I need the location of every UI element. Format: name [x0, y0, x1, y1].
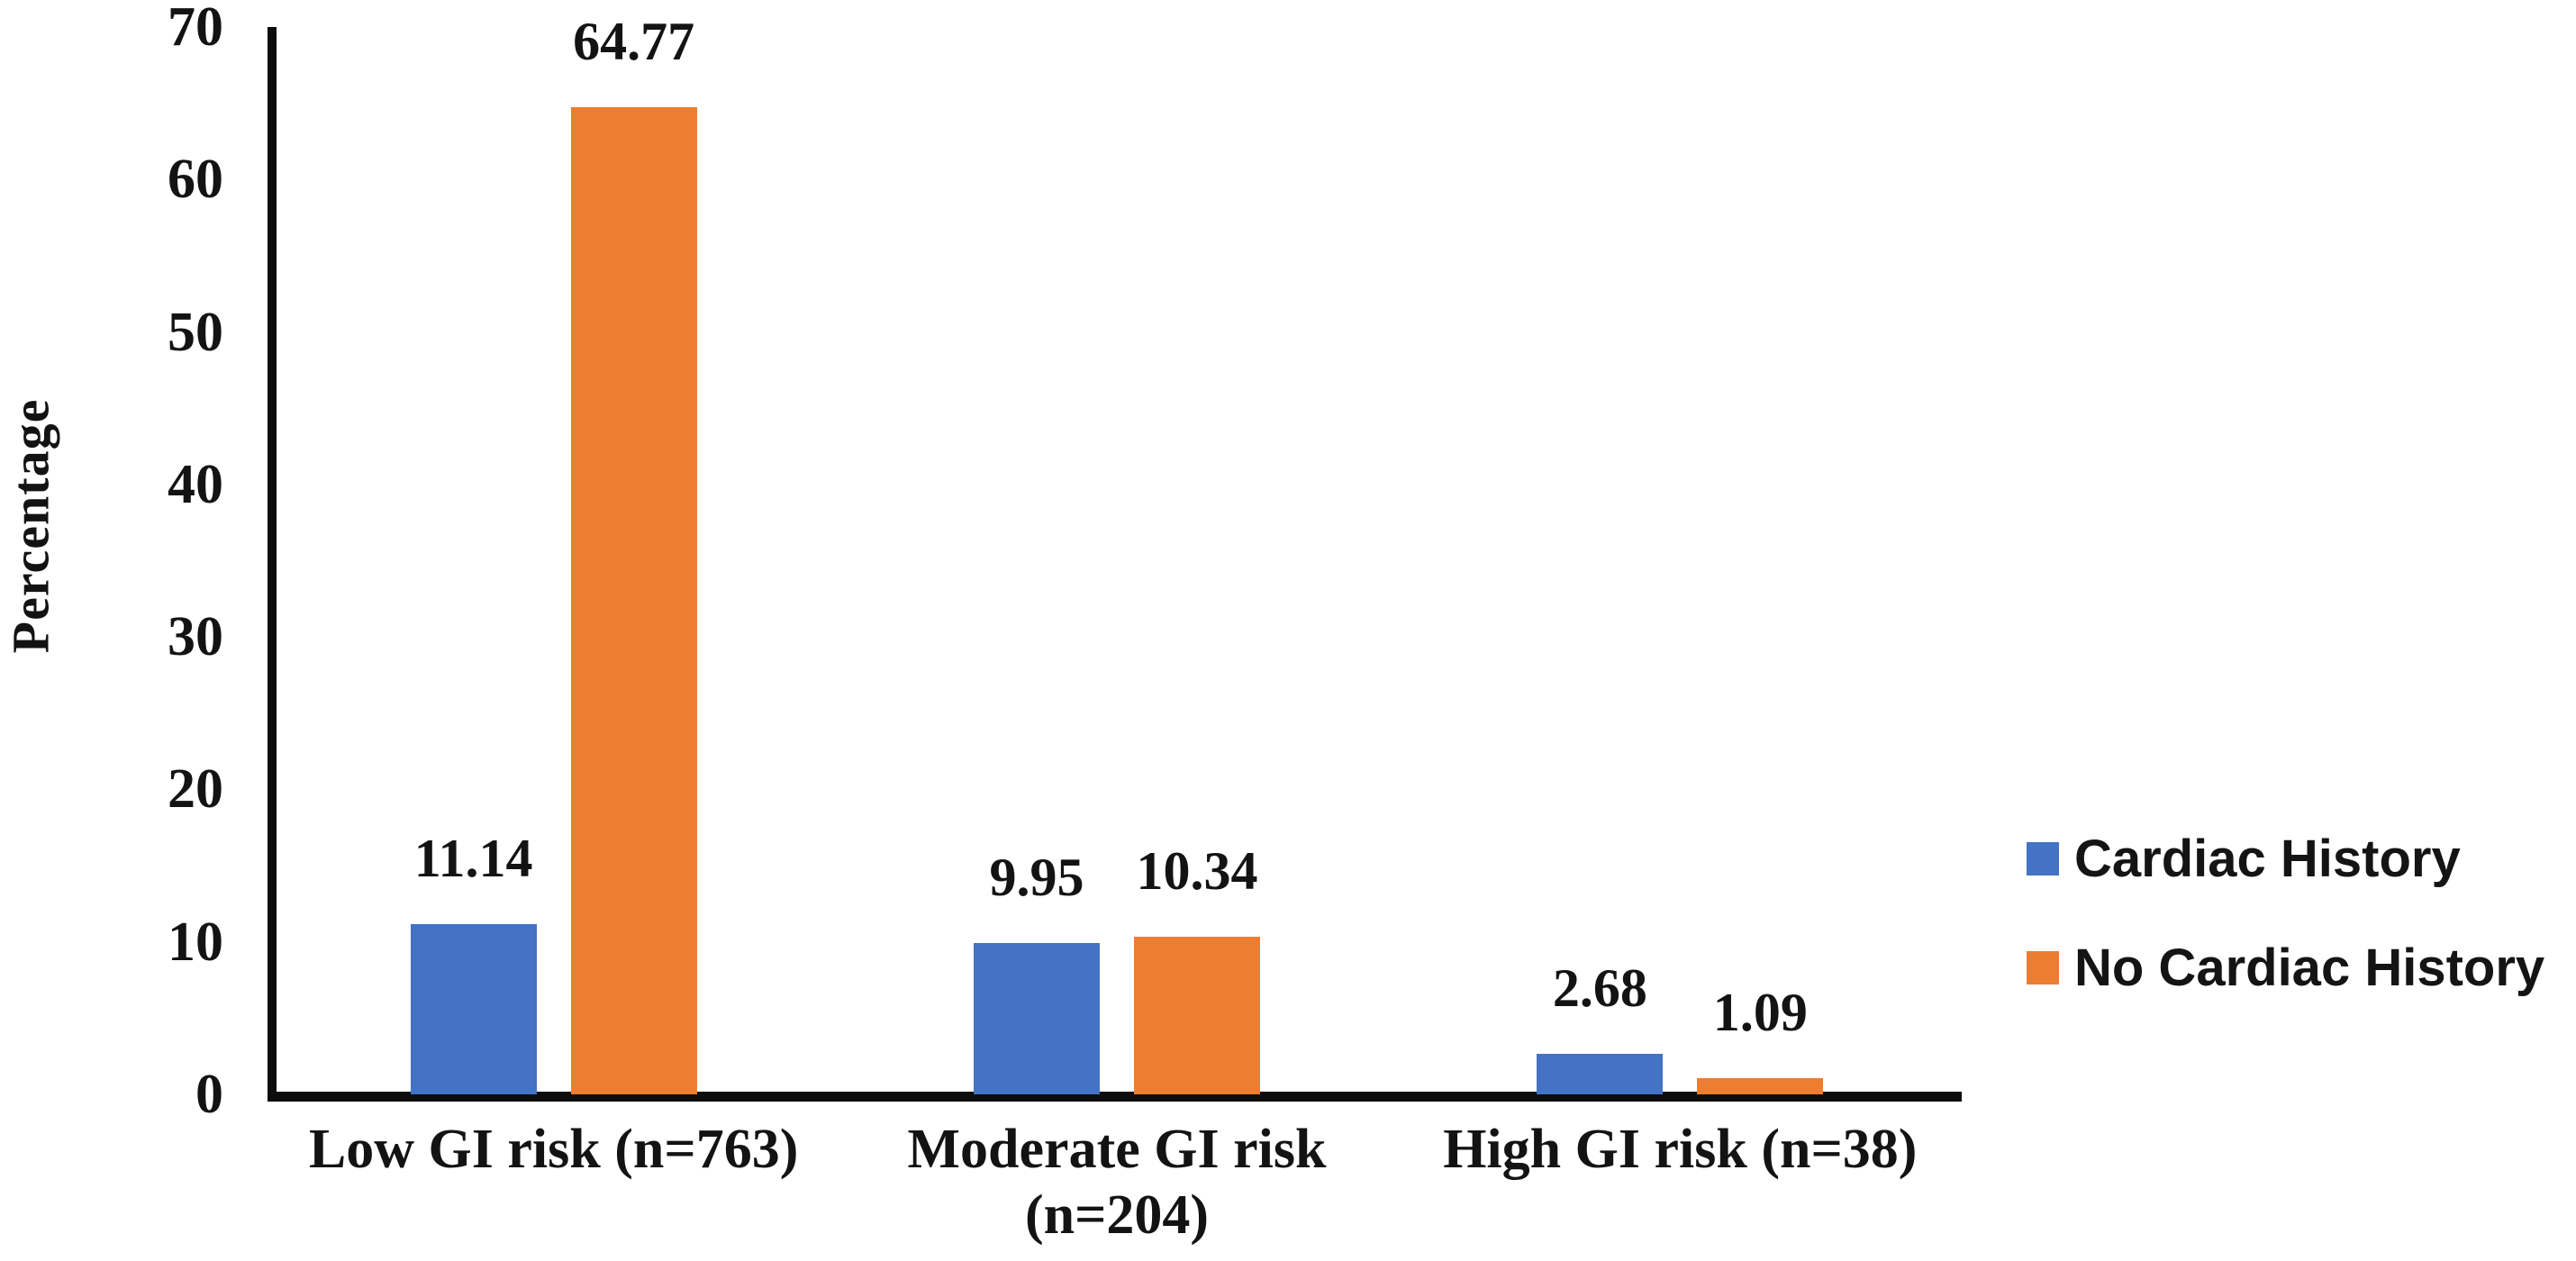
category-label-2: Moderate GI risk (n=204) — [908, 1117, 1327, 1248]
legend-label: Cardiac History — [2074, 829, 2461, 888]
y-axis-title: Percentage — [1, 398, 60, 654]
bar-no-cardiac-history-2 — [1134, 936, 1260, 1094]
legend-label: No Cardiac History — [2074, 938, 2545, 997]
category-label-line: High GI risk (n=38) — [1443, 1119, 1918, 1180]
category-label-line: Moderate GI risk — [907, 1119, 1327, 1180]
x-axis-line — [268, 1092, 1962, 1102]
y-axis-line — [268, 27, 277, 1102]
y-tick-label-20: 20 — [168, 758, 223, 821]
y-tick-label-0: 0 — [195, 1064, 223, 1125]
legend-swatch-icon — [2027, 841, 2059, 875]
y-tick-label-60: 60 — [168, 149, 223, 211]
bar-value-label: 2.68 — [1552, 957, 1647, 1018]
bar-value-label: 64.77 — [573, 11, 695, 71]
bar-cardiac-history-3 — [1537, 1053, 1664, 1094]
y-tick-label-50: 50 — [168, 301, 223, 363]
category-label-line: (n=204) — [1024, 1184, 1210, 1246]
bar-no-cardiac-history-1 — [570, 106, 697, 1094]
bar-value-label: 11.14 — [413, 829, 533, 889]
bar-cardiac-history-1 — [410, 924, 537, 1094]
y-tick-label-10: 10 — [168, 911, 223, 973]
legend-swatch-icon — [2027, 950, 2059, 984]
legend-item-no-cardiac-history: No Cardiac History — [2027, 935, 2544, 1000]
bar-cardiac-history-2 — [974, 942, 1100, 1094]
bar-value-label: 9.95 — [989, 847, 1084, 907]
category-label-1: Low GI risk (n=763) — [309, 1117, 798, 1183]
y-tick-label-70: 70 — [168, 0, 223, 58]
bar-value-label: 10.34 — [1136, 840, 1258, 901]
category-label-line: Low GI risk (n=763) — [308, 1119, 799, 1180]
legend-item-cardiac-history: Cardiac History — [2027, 826, 2461, 891]
bar-value-label: 1.09 — [1712, 982, 1808, 1042]
bar-no-cardiac-history-3 — [1697, 1077, 1824, 1094]
category-label-3: High GI risk (n=38) — [1443, 1117, 1917, 1183]
